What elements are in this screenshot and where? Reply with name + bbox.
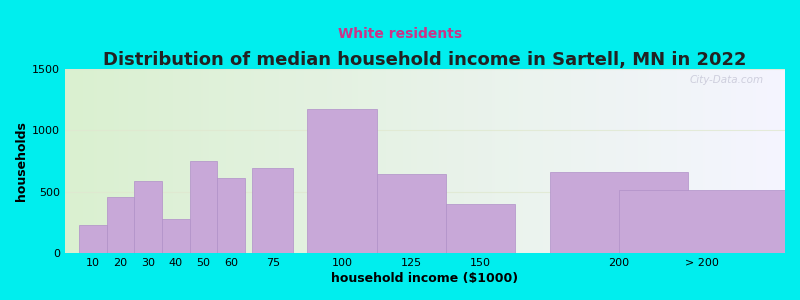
Bar xyxy=(252,168,294,253)
Bar xyxy=(619,190,785,253)
Title: Distribution of median household income in Sartell, MN in 2022: Distribution of median household income … xyxy=(103,51,746,69)
Bar xyxy=(446,204,515,253)
Text: City-Data.com: City-Data.com xyxy=(690,74,763,85)
Bar xyxy=(218,178,245,253)
Bar xyxy=(190,161,218,253)
Bar xyxy=(550,172,688,253)
Y-axis label: households: households xyxy=(15,121,28,201)
X-axis label: household income ($1000): household income ($1000) xyxy=(331,272,518,285)
Bar xyxy=(162,219,190,253)
Bar xyxy=(134,181,162,253)
Bar xyxy=(377,175,446,253)
Bar xyxy=(79,225,106,253)
Bar xyxy=(307,109,377,253)
Text: White residents: White residents xyxy=(338,27,462,41)
Bar xyxy=(106,196,134,253)
